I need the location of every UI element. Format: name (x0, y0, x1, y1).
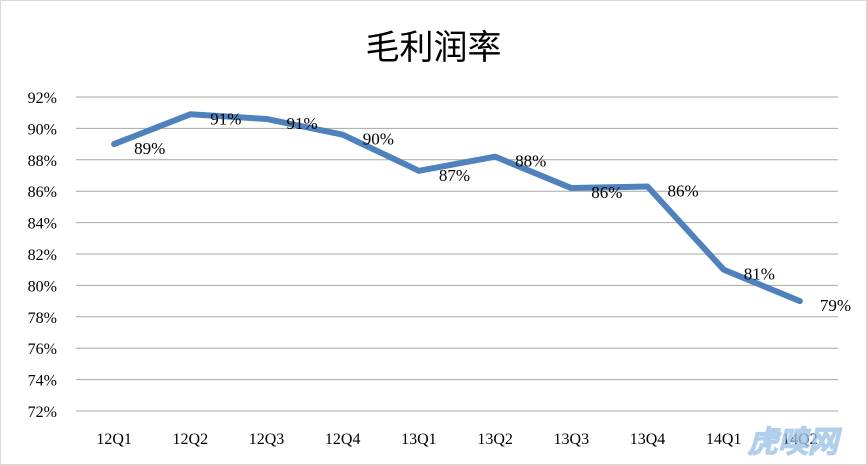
y-tick-label: 88% (28, 153, 57, 170)
data-label: 91% (287, 114, 318, 133)
series-group (111, 111, 803, 305)
data-point (265, 117, 268, 121)
y-tick-label: 74% (28, 373, 57, 390)
watermark: 虎嗅网 (748, 425, 842, 460)
x-tick-label: 14Q2 (782, 431, 818, 448)
data-point (112, 142, 116, 146)
x-axis: 12Q1 12Q2 12Q3 12Q4 13Q1 13Q2 13Q3 13Q4 14Q1 14Q2 (96, 431, 817, 448)
data-label: 79% (820, 296, 851, 315)
data-label: 91% (210, 109, 241, 128)
data-point (569, 186, 573, 190)
x-tick-label: 12Q2 (173, 431, 209, 448)
data-label: 89% (134, 139, 165, 158)
x-tick-label: 14Q1 (706, 431, 742, 448)
gridlines (76, 96, 838, 412)
y-axis: 92% 90% 88% 86% 84% 82% 80% 78% 76% 74% 72% (28, 90, 57, 421)
data-point (341, 133, 345, 137)
y-tick-label: 72% (28, 404, 57, 421)
x-tick-label: 12Q4 (325, 431, 361, 448)
data-point (188, 112, 192, 116)
data-point (722, 268, 726, 272)
x-tick-label: 12Q1 (96, 431, 132, 448)
y-tick-label: 76% (28, 341, 57, 358)
data-label: 88% (515, 152, 546, 171)
data-label: 86% (591, 183, 622, 202)
x-tick-label: 13Q2 (477, 431, 513, 448)
x-tick-label: 13Q3 (554, 431, 590, 448)
chart-title: 毛利润率 (365, 28, 502, 68)
y-tick-label: 90% (28, 121, 57, 138)
data-label: 86% (668, 181, 699, 200)
data-label: 81% (744, 265, 775, 284)
data-point (798, 299, 802, 303)
series-line (111, 111, 803, 305)
x-tick-label: 12Q3 (249, 431, 285, 448)
y-tick-label: 92% (28, 90, 57, 107)
x-tick-label: 13Q4 (630, 431, 666, 448)
x-tick-label: 13Q1 (401, 431, 437, 448)
data-point (493, 155, 497, 159)
y-tick-label: 86% (28, 184, 57, 201)
data-point (417, 169, 421, 173)
y-tick-label: 84% (28, 216, 57, 233)
data-label: 87% (439, 166, 470, 185)
y-tick-label: 78% (28, 310, 57, 327)
y-tick-label: 80% (28, 278, 57, 295)
data-label: 90% (363, 130, 394, 149)
data-labels: 89% 91% 91% 90% 87% 88% 86% 86% 81% 79% (134, 109, 851, 315)
data-point (646, 184, 649, 188)
y-tick-label: 82% (28, 247, 57, 264)
